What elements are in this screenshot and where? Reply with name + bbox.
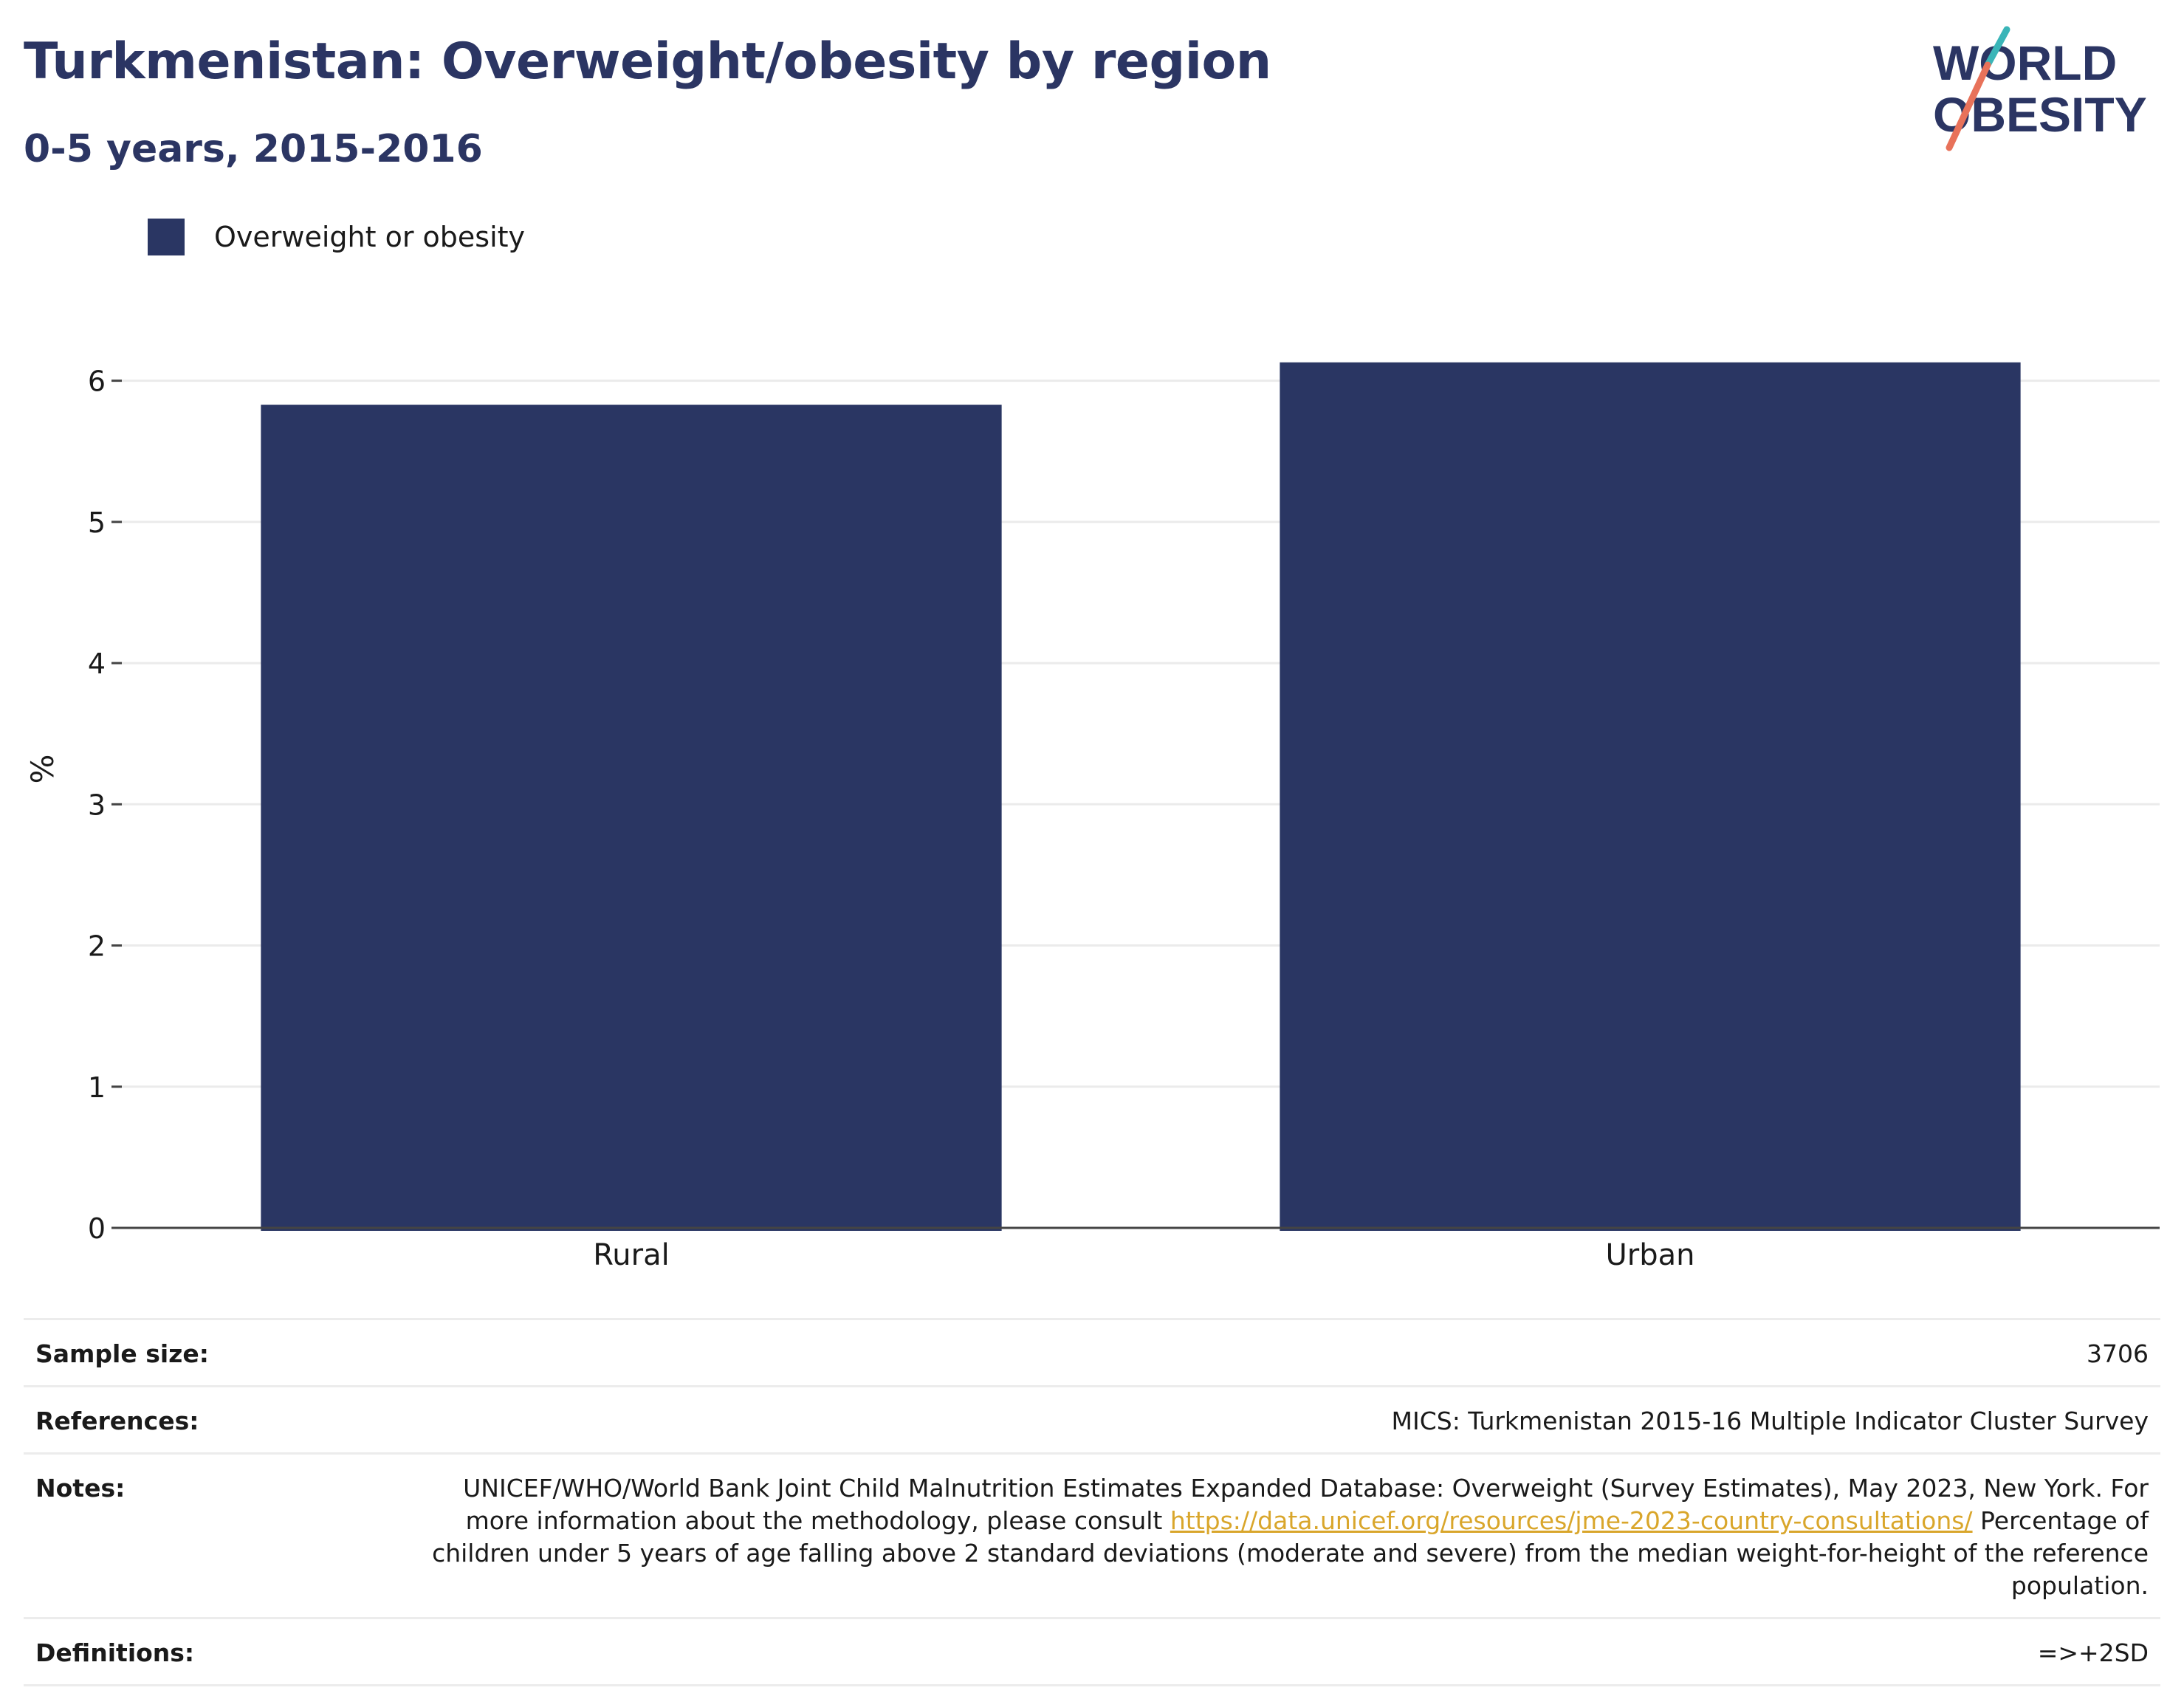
notes-text-1: UNICEF/WHO/World Bank Joint Child Malnut… <box>463 1474 2149 1535</box>
bar-chart: 0 1 2 3 4 5 6 Rural Urban% <box>24 362 2160 1272</box>
definitions-value: =>+2SD <box>2037 1638 2149 1667</box>
y-tick-label: 5 <box>88 507 106 539</box>
references-row: References: MICS: Turkmenistan 2015-16 M… <box>24 1385 2160 1452</box>
notes-label: Notes: <box>35 1474 126 1503</box>
legend-swatch <box>148 219 185 255</box>
notes-link[interactable]: https://data.unicef.org/resources/jme-20… <box>1170 1506 1973 1535</box>
sample-size-row: Sample size: 3706 <box>24 1318 2160 1385</box>
definitions-row: Definitions: =>+2SD <box>24 1617 2160 1686</box>
y-tick-label: 6 <box>88 365 106 398</box>
logo-line-world: WORLD <box>1933 35 2117 90</box>
chart-legend: Overweight or obesity <box>148 219 525 255</box>
x-tick-label: Rural <box>593 1238 669 1272</box>
notes-text-2: Percentage of children under 5 years of … <box>432 1506 2149 1600</box>
chart-title: Turkmenistan: Overweight/obesity by regi… <box>24 32 1271 91</box>
references-label: References: <box>35 1407 199 1435</box>
y-tick-label: 0 <box>88 1212 106 1245</box>
bar-urban <box>1280 362 2021 1231</box>
chart-subtitle: 0-5 years, 2015-2016 <box>24 127 483 171</box>
legend-label: Overweight or obesity <box>214 221 526 253</box>
definitions-label: Definitions: <box>35 1638 195 1667</box>
x-tick-label: Urban <box>1606 1238 1695 1272</box>
y-axis-label: % <box>24 755 61 784</box>
info-table: Sample size: 3706 References: MICS: Turk… <box>24 1318 2160 1686</box>
sample-size-label: Sample size: <box>35 1339 209 1368</box>
logo-slash-coral <box>1946 61 1991 151</box>
y-tick-label: 1 <box>88 1071 106 1104</box>
logo-slash-teal <box>1984 26 2010 69</box>
y-tick-label: 3 <box>88 789 106 821</box>
references-value: MICS: Turkmenistan 2015-16 Multiple Indi… <box>1391 1407 2149 1435</box>
notes-row: Notes: UNICEF/WHO/World Bank Joint Child… <box>24 1452 2160 1617</box>
notes-value: UNICEF/WHO/World Bank Joint Child Malnut… <box>406 1472 2149 1602</box>
logo-line-obesity: OBESITY <box>1933 87 2147 142</box>
y-tick-label: 4 <box>88 648 106 680</box>
y-tick-label: 2 <box>88 930 106 963</box>
sample-size-value: 3706 <box>2087 1339 2149 1368</box>
bar-rural <box>261 405 1002 1231</box>
world-obesity-logo: WORLD OBESITY <box>1933 26 2147 151</box>
